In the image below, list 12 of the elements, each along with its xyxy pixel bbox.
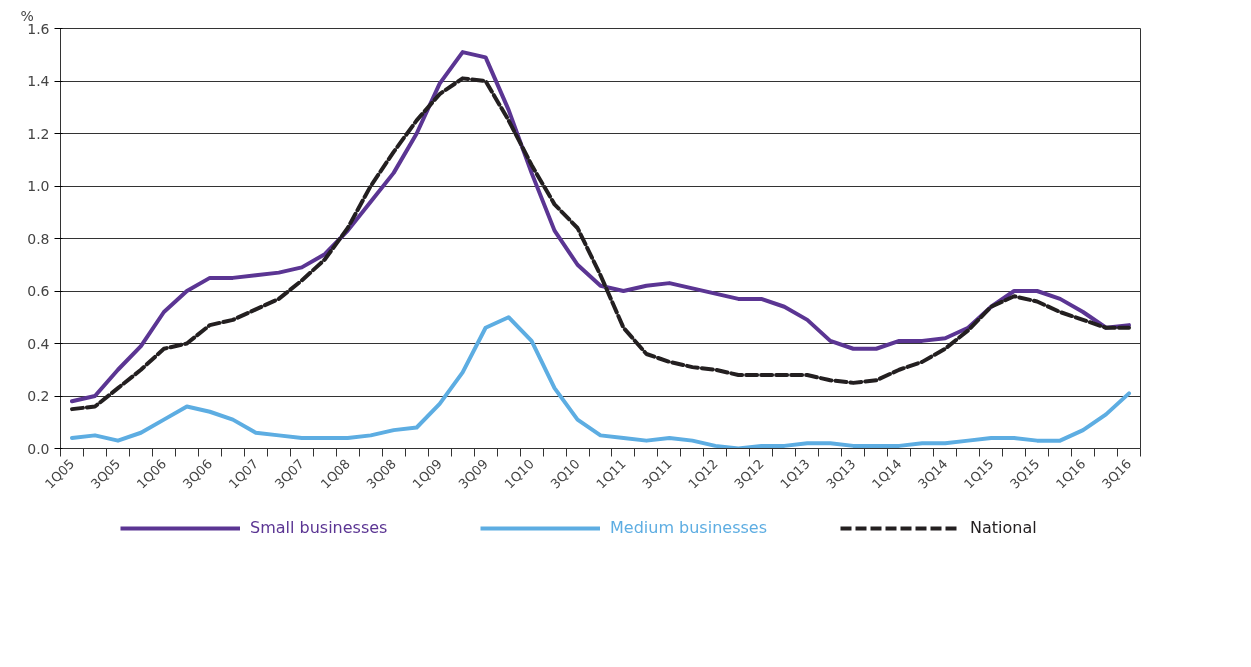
text: National [970,518,1037,537]
text: Small businesses [250,518,388,537]
y-tick-label: 1.2 [27,125,50,142]
text: Medium businesses [610,518,767,537]
y-tick-label: 1.0 [27,178,50,194]
y-tick-label: 0.6 [27,283,50,299]
line-series [69,315,1132,449]
y-tick-label: 0.4 [27,335,50,352]
y-tick-label: 1.4 [27,73,50,89]
y-tick-label: 0.8 [27,230,50,247]
y-tick-label: 0.2 [27,388,50,404]
y-tick-label: 0.0 [27,440,50,457]
